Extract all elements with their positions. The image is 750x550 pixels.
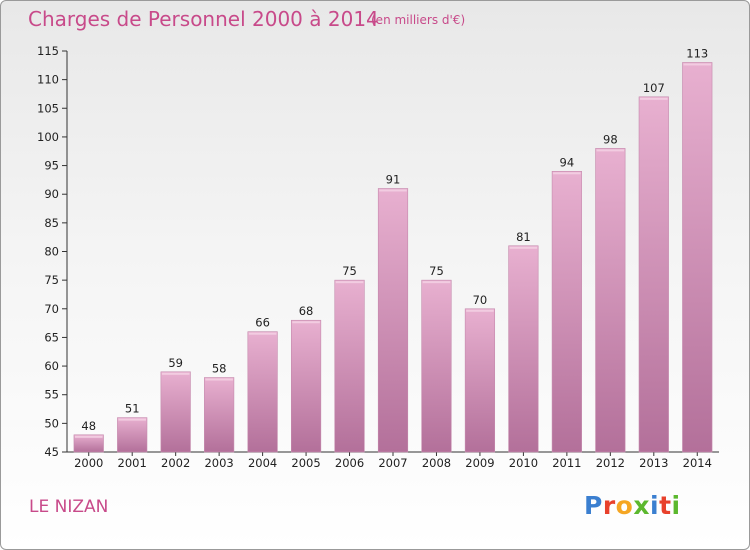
bar xyxy=(421,279,452,453)
x-tick-label: 2004 xyxy=(248,456,277,470)
x-tick-label: 2010 xyxy=(509,456,538,470)
x-tick-label: 2003 xyxy=(204,456,233,470)
chart-subtitle: (en milliers d'€) xyxy=(371,13,466,27)
bar xyxy=(334,279,365,453)
bar-highlight xyxy=(509,246,538,249)
y-tick-label: 85 xyxy=(44,216,59,230)
logo-letter: r xyxy=(602,491,616,520)
bar xyxy=(117,417,148,453)
y-tick-label: 110 xyxy=(37,73,59,87)
x-tick-label: 2005 xyxy=(291,456,320,470)
logo-letter: i xyxy=(650,491,660,520)
bar-highlight xyxy=(118,418,146,421)
x-tick-label: 2006 xyxy=(335,456,364,470)
data-label: 94 xyxy=(560,155,575,169)
data-label: 75 xyxy=(429,264,444,278)
data-label: 48 xyxy=(81,419,96,433)
commune-name: LE NIZAN xyxy=(29,497,109,517)
bar-highlight xyxy=(422,281,451,284)
x-tick-label: 2012 xyxy=(596,456,625,470)
bar xyxy=(508,245,539,453)
data-label: 59 xyxy=(168,356,183,370)
data-label: 58 xyxy=(212,362,227,376)
logo-letter: i xyxy=(671,491,681,520)
bar xyxy=(377,188,409,453)
y-tick-label: 55 xyxy=(44,388,59,402)
data-label: 75 xyxy=(342,264,357,278)
proxiti-logo: Proxiti xyxy=(584,491,681,520)
y-tick-label: 115 xyxy=(37,44,59,58)
bar xyxy=(160,371,191,453)
bar-highlight xyxy=(74,435,103,438)
bar xyxy=(204,377,235,453)
logo-letter: P xyxy=(584,491,603,520)
bar xyxy=(464,308,496,453)
y-tick-label: 105 xyxy=(37,101,59,115)
bar-highlight xyxy=(161,372,190,375)
x-tick-label: 2007 xyxy=(378,456,407,470)
x-tick-label: 2014 xyxy=(683,456,712,470)
logo-letter: x xyxy=(633,491,650,520)
y-tick-label: 70 xyxy=(44,302,59,316)
bar-highlight xyxy=(596,149,625,152)
data-label: 68 xyxy=(299,304,314,318)
data-label: 98 xyxy=(603,132,618,146)
x-tick-label: 2013 xyxy=(639,456,668,470)
x-tick-label: 2002 xyxy=(161,456,190,470)
x-tick-label: 2008 xyxy=(422,456,451,470)
bar-highlight xyxy=(292,321,320,324)
bar-highlight xyxy=(466,309,494,312)
bar xyxy=(595,148,626,453)
bar xyxy=(73,434,104,453)
y-tick-label: 100 xyxy=(37,130,59,144)
bar-highlight xyxy=(379,189,407,192)
bar-highlight xyxy=(553,172,581,175)
bar xyxy=(551,171,582,453)
bar xyxy=(290,319,322,453)
data-label: 91 xyxy=(386,172,401,186)
bar-highlight xyxy=(248,332,277,335)
bar xyxy=(682,62,713,453)
bar-highlight xyxy=(205,378,233,381)
data-label: 113 xyxy=(686,46,708,60)
x-tick-label: 2001 xyxy=(118,456,147,470)
x-tick-label: 2000 xyxy=(74,456,103,470)
x-tick-label: 2011 xyxy=(552,456,581,470)
bar-highlight xyxy=(335,281,364,284)
data-label: 81 xyxy=(516,230,531,244)
bar-highlight xyxy=(640,97,668,100)
y-tick-label: 80 xyxy=(44,245,59,259)
bar xyxy=(247,331,278,453)
y-tick-label: 95 xyxy=(44,159,59,173)
y-tick-label: 60 xyxy=(44,359,59,373)
bar-highlight xyxy=(683,63,712,66)
y-tick-label: 65 xyxy=(44,330,59,344)
y-tick-label: 50 xyxy=(44,416,59,430)
y-tick-label: 90 xyxy=(44,187,59,201)
logo-letter: t xyxy=(659,491,672,520)
data-label: 107 xyxy=(643,81,665,95)
logo-letter: o xyxy=(615,491,634,520)
data-label: 70 xyxy=(473,293,488,307)
data-label: 51 xyxy=(125,402,140,416)
y-tick-label: 45 xyxy=(44,445,59,459)
chart-title: Charges de Personnel 2000 à 2014 xyxy=(28,7,379,31)
bar xyxy=(638,96,669,453)
y-tick-label: 75 xyxy=(44,273,59,287)
data-label: 66 xyxy=(255,316,270,330)
x-tick-label: 2009 xyxy=(465,456,494,470)
